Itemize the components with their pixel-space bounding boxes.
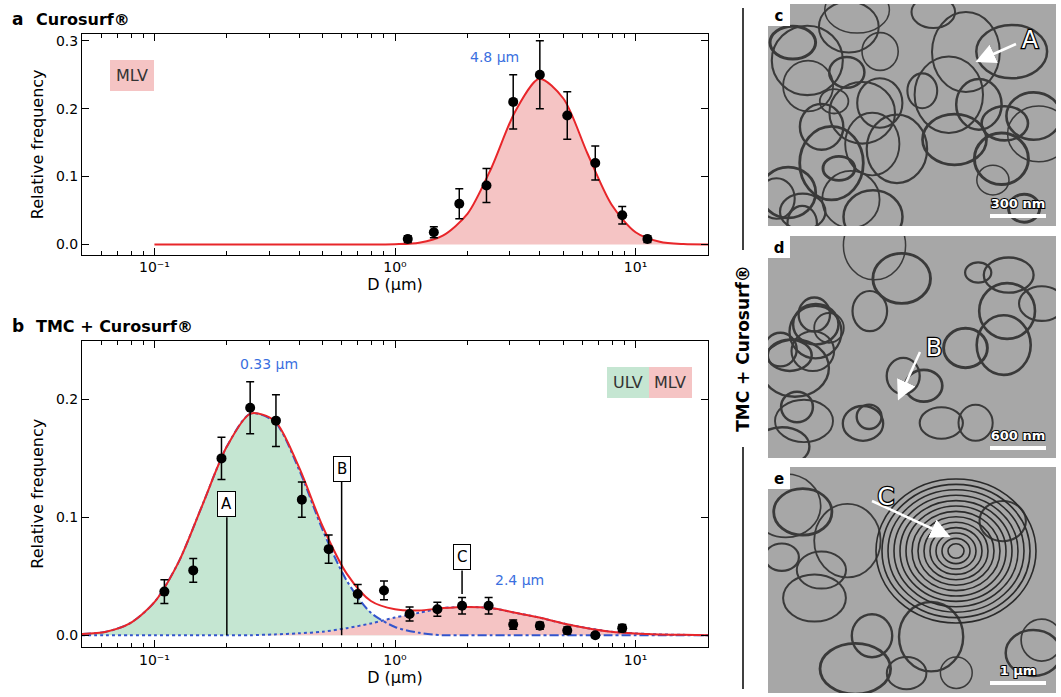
svg-text:4.8 μm: 4.8 μm <box>470 49 519 65</box>
svg-text:0.0: 0.0 <box>56 627 78 643</box>
svg-text:0.2: 0.2 <box>56 391 78 407</box>
svg-text:B: B <box>926 334 942 362</box>
svg-text:2.4 μm: 2.4 μm <box>495 572 544 588</box>
svg-text:Relative frequency: Relative frequency <box>28 69 47 219</box>
svg-text:10¹: 10¹ <box>624 652 647 668</box>
svg-text:b: b <box>12 316 24 336</box>
svg-text:Curosurf®: Curosurf® <box>36 10 130 29</box>
svg-text:A: A <box>221 495 232 513</box>
svg-text:0.1: 0.1 <box>56 509 78 525</box>
svg-text:300 nm: 300 nm <box>991 196 1045 211</box>
svg-text:10⁻¹: 10⁻¹ <box>139 652 170 668</box>
svg-text:A: A <box>1022 26 1039 54</box>
svg-text:e: e <box>774 470 784 488</box>
svg-text:Relative frequency: Relative frequency <box>28 419 47 569</box>
svg-text:D (μm): D (μm) <box>367 668 423 687</box>
svg-text:0.33 μm: 0.33 μm <box>240 356 298 372</box>
svg-text:0.1: 0.1 <box>56 168 78 184</box>
svg-text:10¹: 10¹ <box>624 259 647 275</box>
svg-text:TMC + Curosurf®: TMC + Curosurf® <box>733 265 753 432</box>
svg-text:C: C <box>878 483 895 511</box>
svg-text:TMC + Curosurf®: TMC + Curosurf® <box>36 317 193 336</box>
svg-text:B: B <box>337 460 347 478</box>
svg-text:10⁻¹: 10⁻¹ <box>139 259 170 275</box>
svg-text:10⁰: 10⁰ <box>383 259 407 275</box>
svg-text:600 nm: 600 nm <box>991 428 1045 443</box>
svg-text:0.2: 0.2 <box>56 101 78 117</box>
svg-text:0.3: 0.3 <box>56 33 78 49</box>
svg-text:0.0: 0.0 <box>56 236 78 252</box>
svg-text:d: d <box>774 239 785 257</box>
svg-text:MLV: MLV <box>654 373 686 392</box>
svg-text:c: c <box>775 7 784 25</box>
svg-text:MLV: MLV <box>116 66 148 85</box>
svg-text:10⁰: 10⁰ <box>383 652 407 668</box>
svg-text:ULV: ULV <box>613 373 643 392</box>
svg-text:a: a <box>12 9 23 29</box>
svg-text:D (μm): D (μm) <box>367 275 423 294</box>
svg-text:C: C <box>457 548 467 566</box>
svg-text:1 μm: 1 μm <box>1000 663 1037 678</box>
